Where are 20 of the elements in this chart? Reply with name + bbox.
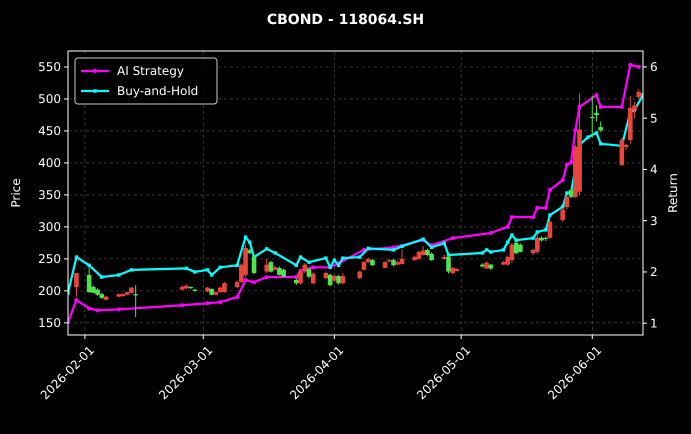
y-tick-label: 400 bbox=[38, 156, 61, 170]
y2-tick-label: 1 bbox=[650, 316, 658, 330]
y-tick-label: 300 bbox=[38, 220, 61, 234]
chart-title: CBOND - 118064.SH bbox=[266, 12, 424, 28]
y2-axis-title: Return bbox=[666, 173, 680, 213]
y2-tick-label: 2 bbox=[650, 265, 658, 280]
y-tick-label: 450 bbox=[38, 124, 61, 138]
y-tick-label: 150 bbox=[38, 316, 61, 330]
y2-tick-label: 5 bbox=[650, 111, 658, 126]
y-tick-label: 200 bbox=[38, 284, 61, 298]
y-axis-title: Price bbox=[9, 178, 23, 208]
y2-tick-label: 4 bbox=[650, 162, 658, 177]
y-tick-label: 350 bbox=[38, 188, 61, 202]
y-tick-label: 250 bbox=[38, 252, 61, 266]
legend-label: AI Strategy bbox=[117, 64, 184, 78]
legend-label: Buy-and-Hold bbox=[117, 84, 198, 98]
y-tick-label: 500 bbox=[38, 92, 61, 106]
y2-tick-label: 6 bbox=[650, 60, 658, 74]
y-tick-label: 550 bbox=[38, 60, 61, 74]
y2-tick-label: 3 bbox=[650, 214, 658, 228]
